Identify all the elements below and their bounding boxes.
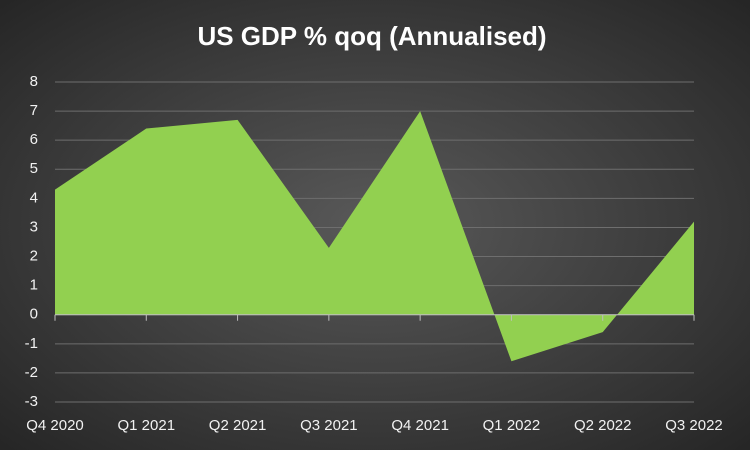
x-tick-label: Q2 2021 bbox=[209, 417, 267, 434]
y-tick-label: 6 bbox=[30, 131, 38, 148]
x-tick-label: Q1 2022 bbox=[483, 417, 541, 434]
y-tick-label: -1 bbox=[25, 335, 38, 352]
y-tick-label: -3 bbox=[25, 393, 38, 410]
area bbox=[55, 111, 694, 362]
x-tick-label: Q1 2021 bbox=[118, 417, 176, 434]
x-tick-label: Q4 2021 bbox=[391, 417, 449, 434]
y-tick-label: 1 bbox=[30, 277, 38, 294]
x-tick-label: Q3 2021 bbox=[300, 417, 358, 434]
chart-title: US GDP % qoq (Annualised) bbox=[197, 21, 546, 51]
y-tick-label: 0 bbox=[30, 306, 38, 323]
x-tick-label: Q2 2022 bbox=[574, 417, 632, 434]
y-tick-label: 2 bbox=[30, 248, 38, 265]
y-tick-label: 5 bbox=[30, 160, 38, 177]
y-tick-label: -2 bbox=[25, 364, 38, 381]
x-tick-label: Q3 2022 bbox=[665, 417, 723, 434]
x-tick-label: Q4 2020 bbox=[26, 417, 84, 434]
y-tick-label: 4 bbox=[30, 189, 38, 206]
y-tick-label: 7 bbox=[30, 102, 38, 119]
y-tick-label: 8 bbox=[30, 73, 38, 90]
y-tick-label: 3 bbox=[30, 218, 38, 235]
